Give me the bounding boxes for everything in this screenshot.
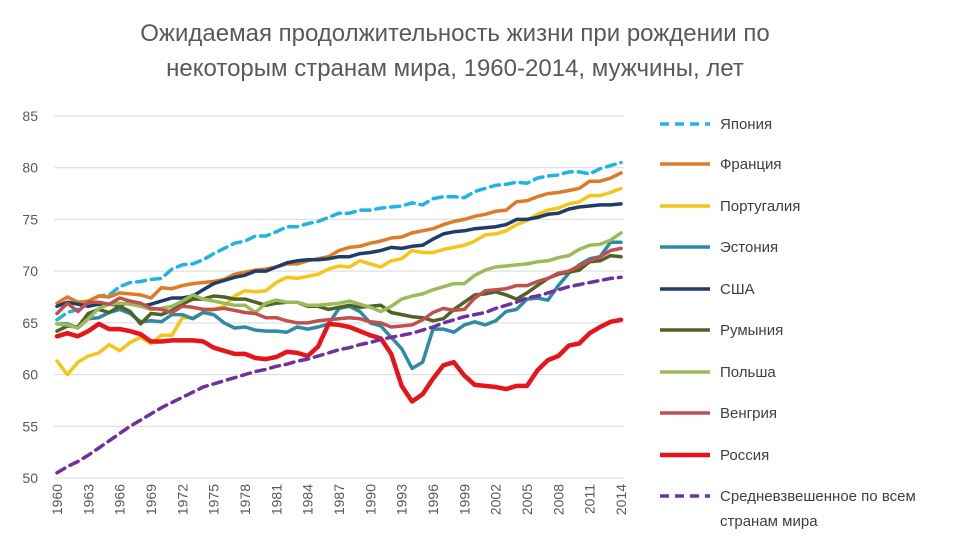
- series-line-4: [55, 202, 623, 309]
- y-tick-label: 60: [22, 367, 38, 383]
- x-tick-label: 2011: [582, 484, 598, 514]
- x-tick-label: 1987: [331, 484, 347, 515]
- legend-label-6: Польша: [720, 364, 776, 381]
- series-line-0: [55, 160, 623, 322]
- x-axis-ticks: 1960 1963 1966 1969 1972 1975 1978 1981 1984 1987…: [49, 484, 629, 515]
- x-tick-label: 1981: [268, 484, 284, 515]
- x-tick-label: 1993: [394, 484, 410, 515]
- x-tick-label: 1969: [143, 484, 159, 515]
- legend-label-7: Венгрия: [720, 405, 777, 422]
- legend-label-9: Средневзвешенное по всем: [720, 488, 916, 505]
- chart-title-line1: Ожидаемая продолжительность жизни при ро…: [140, 20, 770, 47]
- x-tick-label: 1996: [425, 484, 441, 515]
- x-tick-label: 2014: [613, 484, 629, 515]
- series-line-1: [55, 171, 623, 305]
- legend-label-0: Япония: [720, 116, 772, 133]
- x-tick-label: 1978: [237, 484, 253, 515]
- chart-title-line2: некоторым странам мира, 1960-2014, мужчи…: [166, 55, 744, 82]
- series-line-8: [54, 317, 624, 404]
- legend-label-5: Румыния: [720, 322, 783, 339]
- series-lines: [54, 160, 624, 475]
- legend-label-8: Россия: [720, 447, 769, 464]
- legend-label-2: Португалия: [720, 198, 800, 215]
- x-tick-label: 1966: [112, 484, 128, 515]
- legend-label-3: Эстония: [720, 239, 778, 256]
- y-tick-label: 70: [22, 263, 38, 279]
- y-tick-label: 85: [22, 108, 38, 124]
- legend-label-4: США: [720, 281, 755, 298]
- x-tick-label: 2008: [550, 484, 566, 515]
- series-line-7: [55, 246, 623, 329]
- series-line-5: [55, 253, 623, 333]
- y-tick-label: 55: [22, 418, 38, 434]
- series-line-9: [55, 275, 623, 475]
- grid-lines: [54, 115, 624, 479]
- x-tick-label: 1999: [456, 484, 472, 515]
- x-tick-label: 1960: [49, 484, 65, 515]
- legend: Япония Франция Португалия Эстония США Румыния…: [660, 116, 916, 530]
- x-tick-label: 1975: [206, 484, 222, 515]
- y-axis-ticks: 50 55 60 65 70 75 80 85: [22, 108, 38, 486]
- legend-label-1: Франция: [720, 156, 781, 173]
- x-tick-label: 1963: [80, 484, 96, 515]
- x-tick-label: 1990: [362, 484, 378, 515]
- y-tick-label: 65: [22, 315, 38, 331]
- x-tick-label: 1972: [174, 484, 190, 515]
- y-tick-label: 80: [22, 160, 38, 176]
- legend-label-9-line2: странам мира: [720, 513, 818, 530]
- y-tick-label: 50: [22, 470, 38, 486]
- chart-title: Ожидаемая продолжительность жизни при ро…: [40, 16, 870, 86]
- y-tick-label: 75: [22, 211, 38, 227]
- x-tick-label: 2005: [519, 484, 535, 515]
- x-tick-label: 2002: [488, 484, 504, 515]
- x-tick-label: 1984: [300, 484, 316, 515]
